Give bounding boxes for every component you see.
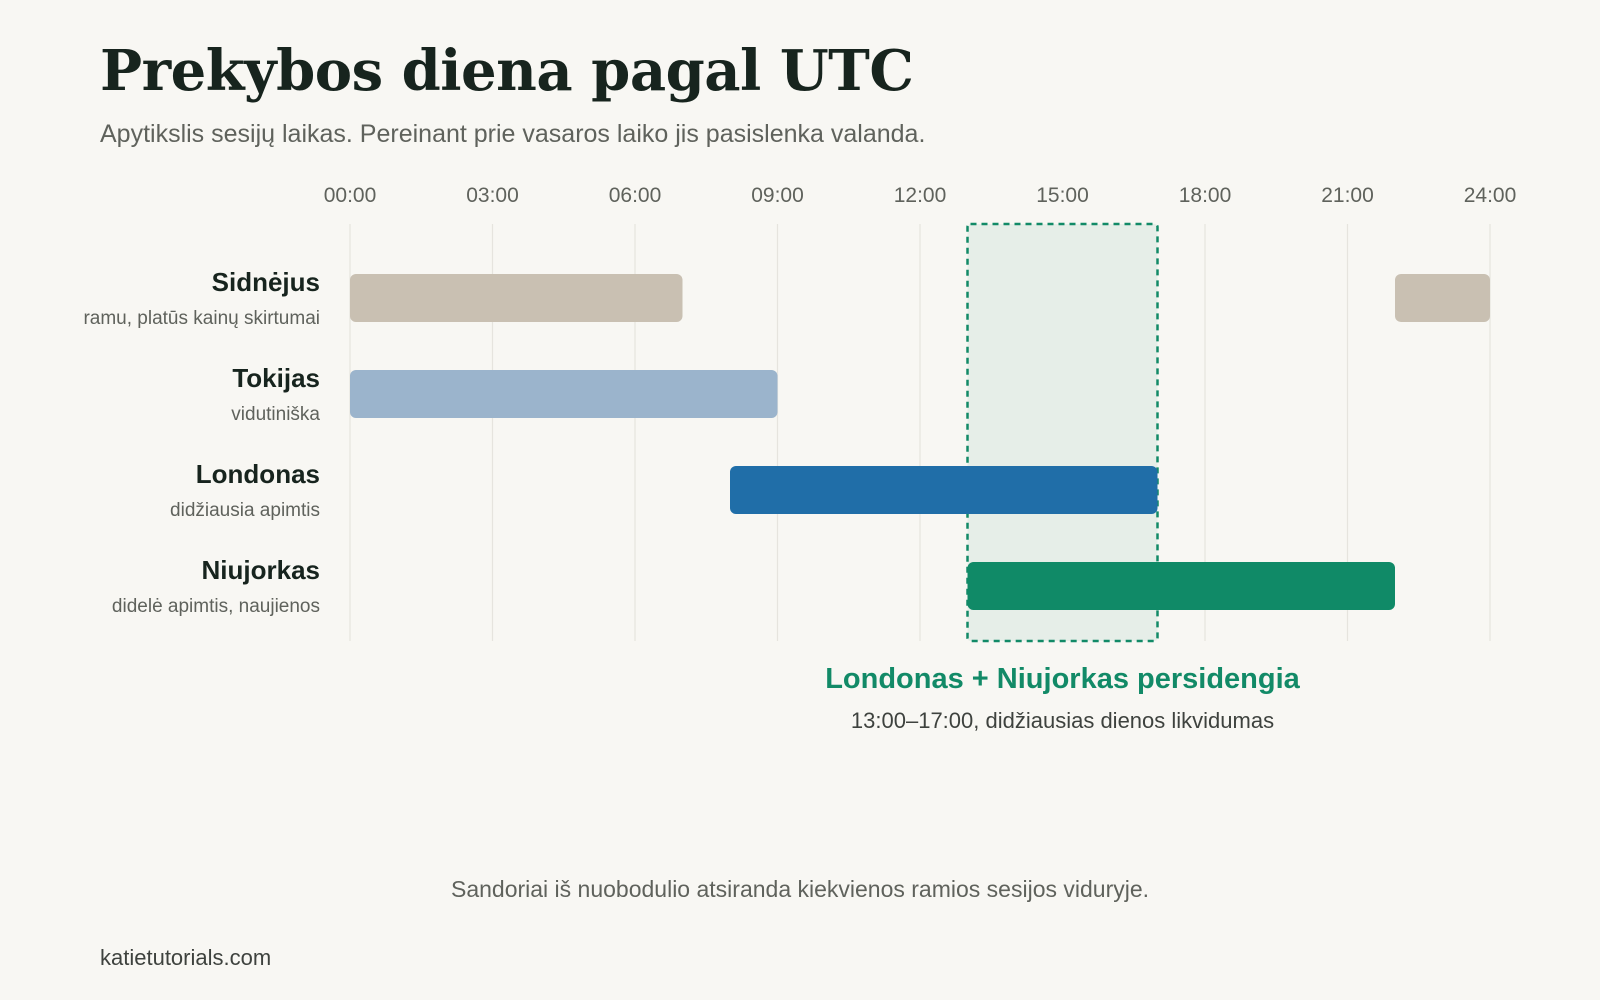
x-tick-label: 24:00 — [1464, 184, 1517, 207]
session-bar — [350, 370, 778, 418]
category-note: didelė apimtis, naujienos — [112, 596, 320, 617]
session-bars — [350, 274, 1490, 610]
x-axis-ticks: 00:00 03:00 06:00 09:00 12:00 15:00 18:00 21:00… — [324, 184, 1517, 207]
overlap-title: Londonas + Niujorkas persidengia — [825, 663, 1300, 695]
x-tick-label: 12:00 — [894, 184, 947, 207]
x-tick-label: 06:00 — [609, 184, 662, 207]
x-tick-label: 21:00 — [1321, 184, 1374, 207]
x-tick-label: 00:00 — [324, 184, 377, 207]
category-labels: Sidnėjus ramu, platūs kainų skirtumai Toki… — [83, 267, 320, 617]
chart-subtitle: Apytikslis sesijų laikas. Pereinant prie… — [100, 120, 926, 148]
category-name: Londonas — [196, 459, 320, 489]
session-bar — [350, 274, 683, 322]
overlap-highlight-box — [966, 222, 1159, 643]
session-bar — [1395, 274, 1490, 322]
x-tick-label: 09:00 — [751, 184, 804, 207]
category-name: Sidnėjus — [212, 267, 320, 297]
category-note: ramu, platūs kainų skirtumai — [83, 308, 320, 329]
session-bar — [967, 562, 1395, 610]
category-note: didžiausia apimtis — [170, 500, 320, 521]
overlap-highlight-layer — [966, 222, 1159, 643]
source-credit: katietutorials.com — [100, 945, 272, 970]
category-note: vidutiniška — [231, 404, 320, 425]
category-name: Tokijas — [232, 363, 320, 393]
overlap-subtitle: 13:00–17:00, didžiausias dienos likvidum… — [851, 708, 1274, 733]
overlap-annotation: Londonas + Niujorkas persidengia 13:00–1… — [825, 663, 1300, 733]
x-tick-label: 15:00 — [1036, 184, 1089, 207]
x-tick-label: 18:00 — [1179, 184, 1232, 207]
session-bar — [730, 466, 1158, 514]
footnote: Sandoriai iš nuobodulio atsiranda kiekvi… — [450, 876, 1150, 902]
x-tick-label: 03:00 — [466, 184, 519, 207]
category-name: Niujorkas — [202, 555, 321, 585]
chart-title: Prekybos diena pagal UTC — [100, 38, 914, 104]
